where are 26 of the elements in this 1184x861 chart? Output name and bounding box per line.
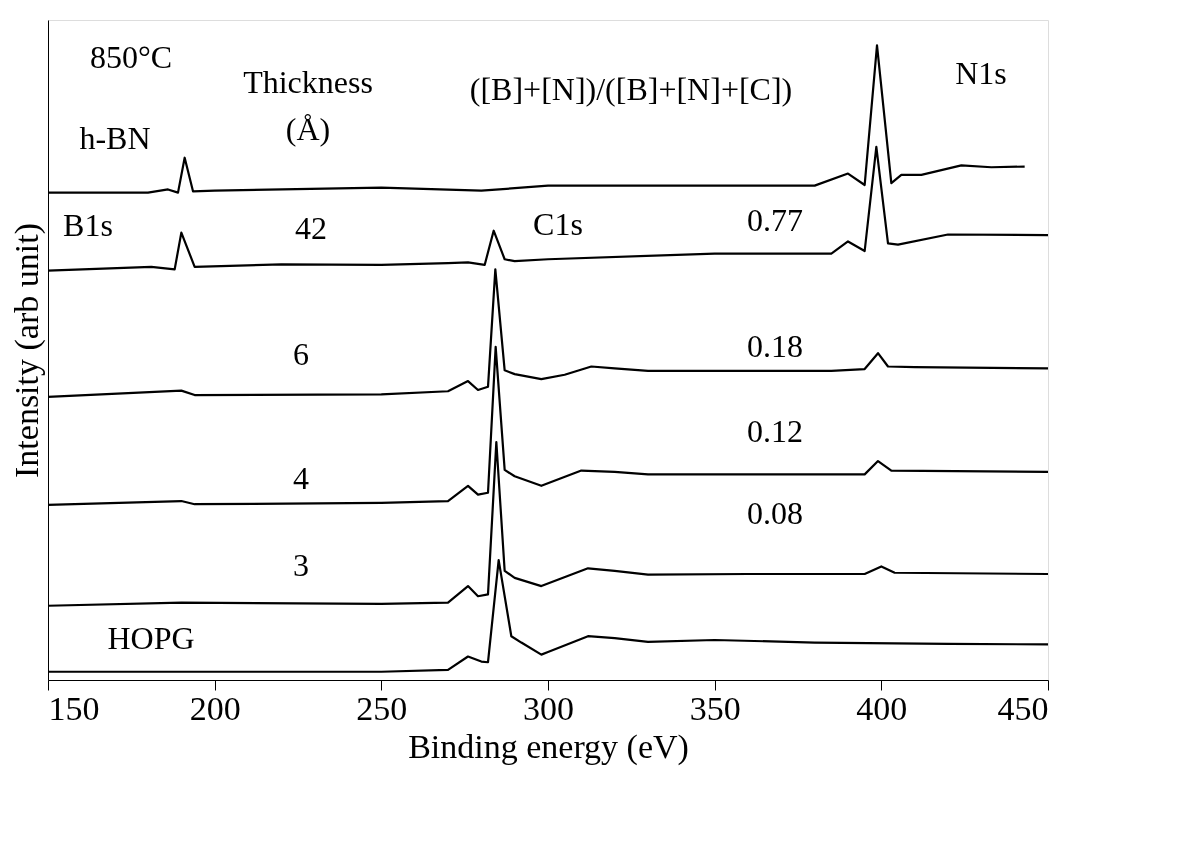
x-tick-label: 200 xyxy=(189,689,241,727)
annotation: 0.12 xyxy=(747,412,803,449)
x-tick-label: 300 xyxy=(523,689,574,727)
annotation: 0.18 xyxy=(747,327,803,364)
x-tick-label: 350 xyxy=(689,689,741,727)
y-axis-title: Intensity (arb unit) xyxy=(7,223,46,478)
annotation: 4 xyxy=(293,459,309,496)
annotation: (Å) xyxy=(285,110,331,147)
annotation: ([B]+[N])/([B]+[N]+[C]) xyxy=(469,70,793,107)
annotation: Thickness xyxy=(243,64,373,101)
x-tick-label: 400 xyxy=(856,689,908,727)
x-tick-label: 250 xyxy=(356,689,408,727)
annotation: 850°C xyxy=(89,39,173,76)
annotation: 6 xyxy=(293,335,309,372)
x-axis-title: Binding energy (eV) xyxy=(408,727,689,766)
annotation: N1s xyxy=(955,55,1007,92)
annotation: h-BN xyxy=(79,120,151,157)
annotation: 3 xyxy=(293,547,309,584)
annotation: HOPG xyxy=(107,619,195,656)
annotation: B1s xyxy=(63,206,113,243)
annotation: 42 xyxy=(295,210,327,247)
x-tick-label: 450 xyxy=(997,689,1049,727)
x-tick-label: 150 xyxy=(48,689,100,727)
annotation: C1s xyxy=(533,206,583,243)
annotation: 0.77 xyxy=(747,202,803,239)
annotation: 0.08 xyxy=(747,495,803,532)
